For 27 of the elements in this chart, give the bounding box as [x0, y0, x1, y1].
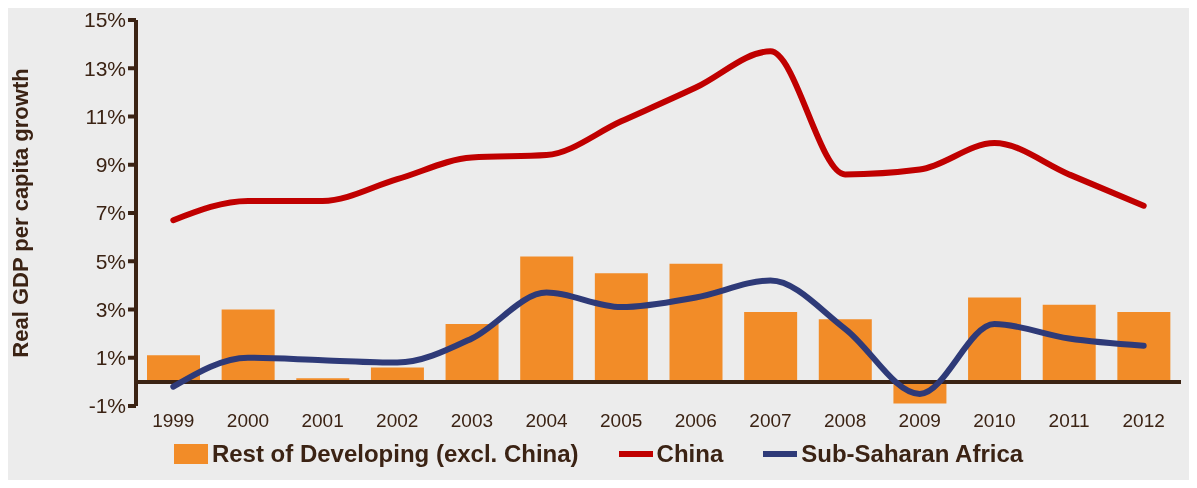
x-tick-label: 2012 — [1122, 410, 1165, 432]
x-tick-label: 1999 — [152, 410, 195, 432]
y-tick-label: 1% — [95, 346, 126, 370]
legend-label: China — [656, 440, 724, 468]
y-tick-label: 7% — [95, 201, 126, 225]
y-tick-label: 5% — [95, 249, 126, 273]
x-tick-label: 2006 — [674, 410, 717, 432]
x-tick-label: 2009 — [898, 410, 941, 432]
x-tick-label: 2003 — [450, 410, 494, 432]
x-tick-label: 2008 — [823, 410, 867, 432]
x-tick-label: 2002 — [376, 410, 419, 432]
x-tick-label: 2001 — [301, 410, 344, 432]
y-axis-title: Real GDP per capita growth — [7, 68, 33, 358]
x-tick-label: 2011 — [1048, 410, 1090, 432]
y-tick-label: 11% — [85, 104, 126, 128]
y-tick-label: 9% — [95, 153, 126, 177]
y-tick-label: -1% — [88, 394, 126, 418]
x-tick-label: 2007 — [749, 410, 792, 432]
legend-label: Sub-Saharan Africa — [801, 440, 1024, 468]
x-tick-label: 2004 — [525, 410, 569, 432]
x-tick-label: 2005 — [600, 410, 643, 432]
y-tick-label: 15% — [83, 8, 126, 32]
legend-label: Rest of Developing (excl. China) — [211, 440, 579, 468]
y-tick-label: 13% — [83, 56, 126, 80]
x-tick-label: 2010 — [973, 410, 1016, 432]
y-tick-label: 3% — [95, 297, 126, 321]
x-tick-label: 2000 — [226, 410, 270, 432]
